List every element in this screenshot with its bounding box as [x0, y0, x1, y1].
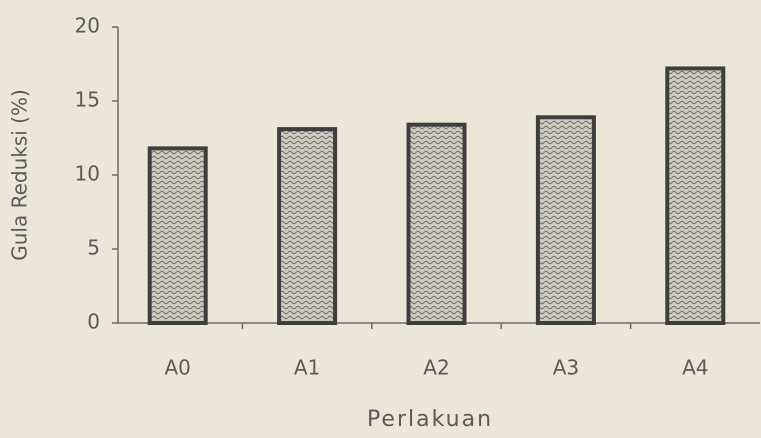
x-tick-label: A1 — [294, 356, 320, 380]
x-axis-label: Perlakuan — [367, 407, 493, 432]
y-tick-label: 0 — [87, 310, 100, 334]
y-axis-label: Gula Reduksi (%) — [8, 89, 32, 261]
bar — [277, 127, 338, 325]
bar — [147, 146, 208, 325]
x-tick-label: A0 — [164, 356, 190, 380]
x-tick-label: A3 — [553, 356, 579, 380]
y-tick-label: 5 — [87, 236, 100, 260]
x-tick-label: A2 — [423, 356, 449, 380]
bar — [406, 122, 467, 326]
y-tick-label: 20 — [75, 14, 100, 38]
bar — [535, 115, 596, 325]
y-tick-label: 15 — [75, 88, 100, 112]
y-tick-label: 10 — [75, 162, 100, 186]
x-tick-label: A4 — [682, 356, 708, 380]
bar — [665, 66, 726, 325]
